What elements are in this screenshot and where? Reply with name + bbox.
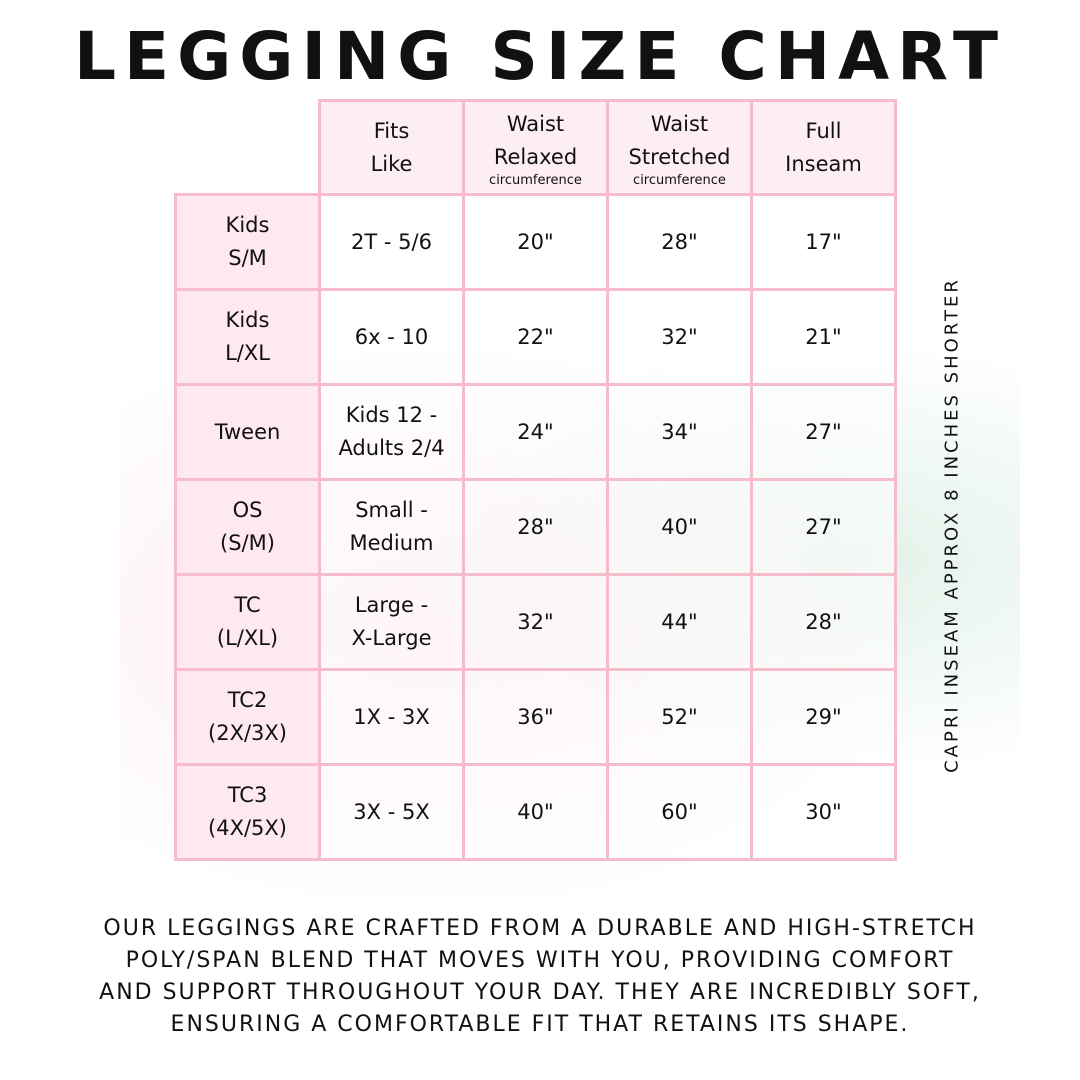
table-cell: 28" (750, 573, 897, 671)
table-cell: 28" (606, 193, 753, 291)
column-header: Full Inseam (750, 99, 897, 196)
size-label: Kids S/M (174, 193, 321, 291)
table-cell: 40" (606, 478, 753, 576)
table-cell: 27" (750, 478, 897, 576)
table-cell: 17" (750, 193, 897, 291)
table-cell: 1X - 3X (318, 668, 465, 766)
column-header: Waist Relaxed circumference (462, 99, 609, 196)
column-header: Waist Stretched circumference (606, 99, 753, 196)
table-row: TC3 (4X/5X) 3X - 5X 40" 60" 30" (174, 763, 897, 861)
table-cell: 21" (750, 288, 897, 386)
column-header: Fits Like (318, 99, 465, 196)
table-cell: 6x - 10 (318, 288, 465, 386)
size-label: TC3 (4X/5X) (174, 763, 321, 861)
table-cell: 32" (606, 288, 753, 386)
table-cell: 60" (606, 763, 753, 861)
size-label: Kids L/XL (174, 288, 321, 386)
size-label: TC2 (2X/3X) (174, 668, 321, 766)
size-table: Fits Like Waist Relaxed circumference Waist… (174, 99, 897, 861)
size-label: OS (S/M) (174, 478, 321, 576)
description-text: OUR LEGGINGS ARE CRAFTED FROM A DURABLE … (99, 916, 981, 1037)
table-row: OS (S/M) Small - Medium 28" 40" 27" (174, 478, 897, 576)
table-cell: 34" (606, 383, 753, 481)
table-cell: 3X - 5X (318, 763, 465, 861)
corner-cell (176, 101, 320, 195)
table-cell: 40" (462, 763, 609, 861)
column-header-label: Waist Relaxed (493, 111, 578, 169)
column-header-sub: circumference (489, 172, 582, 188)
table-cell: Small - Medium (318, 478, 465, 576)
page-title: LEGGING SIZE CHART (73, 18, 1007, 95)
table-cell: Kids 12 - Adults 2/4 (318, 383, 465, 481)
table-cell: 29" (750, 668, 897, 766)
column-header-label: Full Inseam (785, 118, 862, 176)
table-cell: 52" (606, 668, 753, 766)
table-cell: 44" (606, 573, 753, 671)
table-cell: 2T - 5/6 (318, 193, 465, 291)
capri-note: CAPRI INSEAM APPROX 8 INCHES SHORTER (941, 277, 963, 773)
table-cell: Large - X-Large (318, 573, 465, 671)
size-label: TC (L/XL) (174, 573, 321, 671)
table-cell: 20" (462, 193, 609, 291)
table-cell: 27" (750, 383, 897, 481)
table-cell: 22" (462, 288, 609, 386)
size-label: Tween (174, 383, 321, 481)
table-cell: 30" (750, 763, 897, 861)
header-row: Fits Like Waist Relaxed circumference Waist… (176, 99, 897, 196)
column-header-label: Waist Stretched (628, 111, 731, 169)
table-row: Kids S/M 2T - 5/6 20" 28" 17" (174, 193, 897, 291)
table-cell: 32" (462, 573, 609, 671)
column-header-label: Fits Like (370, 118, 413, 176)
table-cell: 28" (462, 478, 609, 576)
column-header-sub: circumference (633, 172, 726, 188)
table-row: TC (L/XL) Large - X-Large 32" 44" 28" (174, 573, 897, 671)
table-row: Tween Kids 12 - Adults 2/4 24" 34" 27" (174, 383, 897, 481)
table-cell: 36" (462, 668, 609, 766)
table-cell: 24" (462, 383, 609, 481)
table-row: TC2 (2X/3X) 1X - 3X 36" 52" 29" (174, 668, 897, 766)
table-row: Kids L/XL 6x - 10 22" 32" 21" (174, 288, 897, 386)
